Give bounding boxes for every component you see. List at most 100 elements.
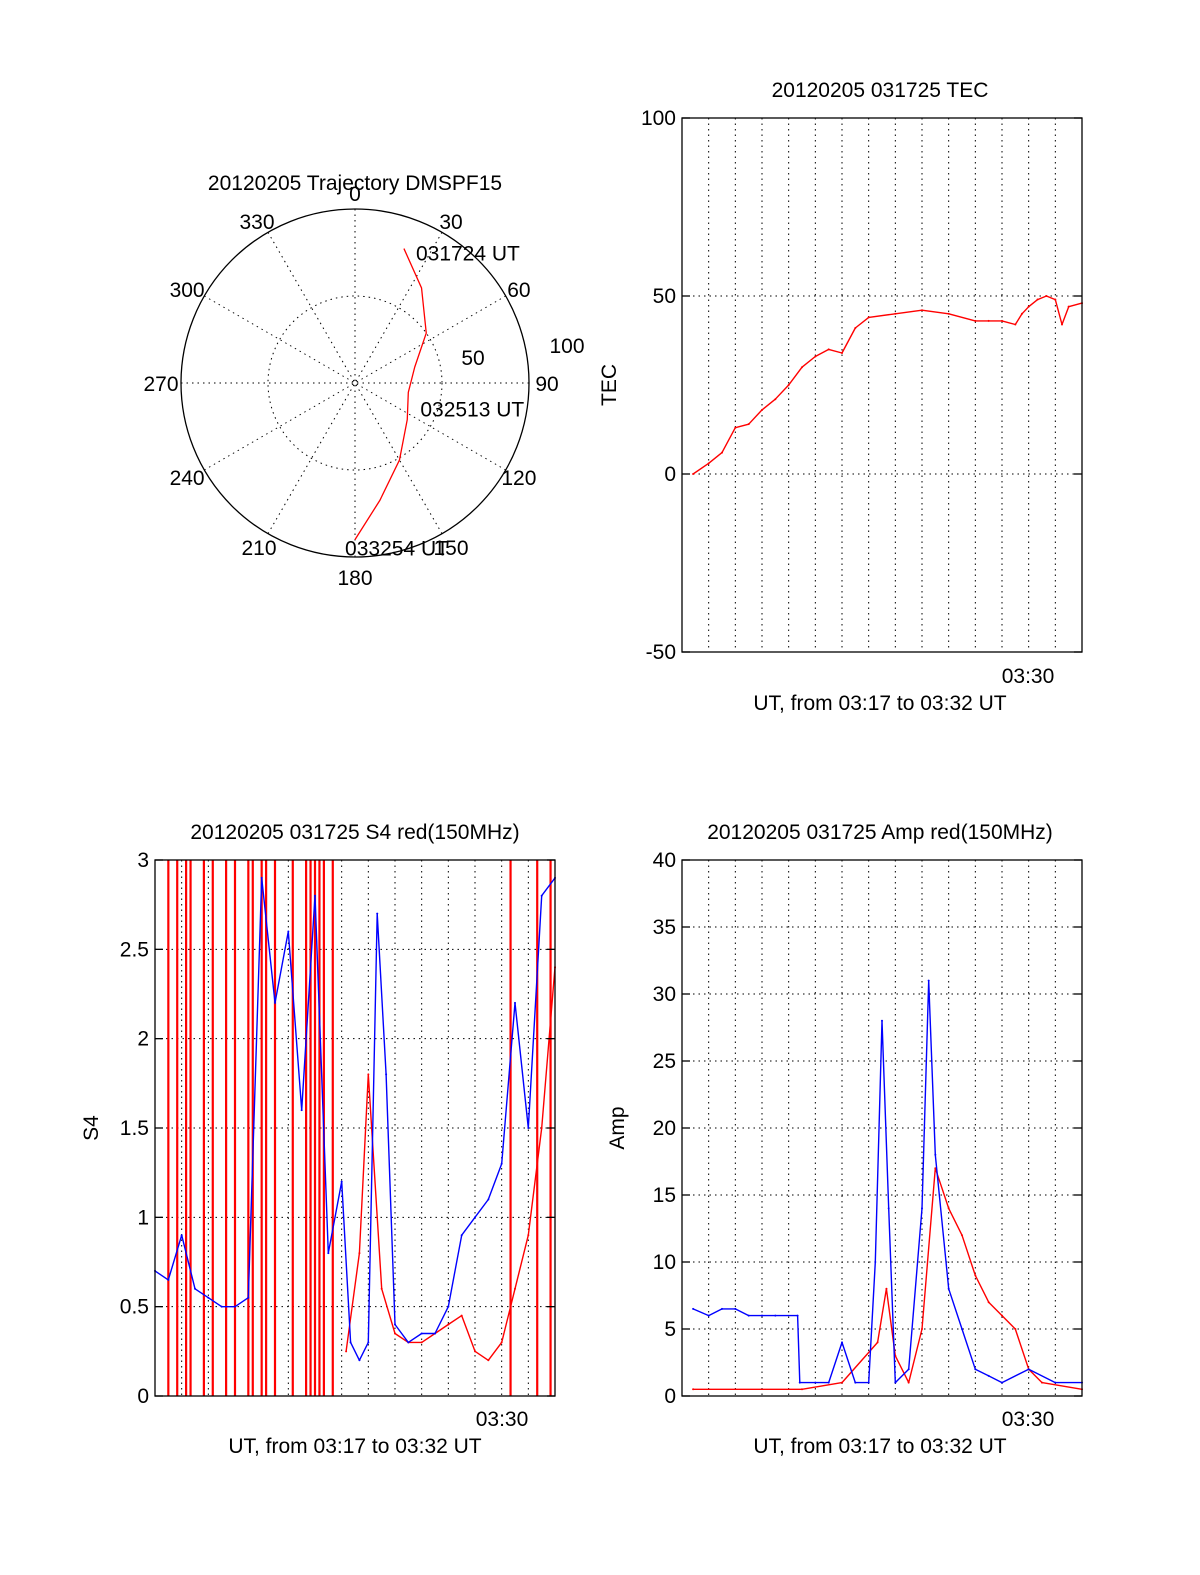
amp-data-point [841, 1341, 843, 1344]
s4-data-point [340, 1180, 343, 1183]
tec-data-point [1045, 295, 1048, 297]
trajectory-title: 20120205 Trajectory DMSPF15 [208, 172, 502, 195]
tec-data-point [827, 348, 830, 351]
amp-x-axis-label: UT, from 03:17 to 03:32 UT [753, 1435, 1006, 1458]
s4-data-point [540, 1127, 543, 1129]
trajectory-panel: 20120205 Trajectory DMSPF15 0 30 60 90 120 15… [143, 172, 584, 590]
tec-y-axis-label: TEC [598, 364, 621, 406]
polar-angle-label: 60 [507, 279, 530, 302]
tec-title: 20120205 031725 TEC [772, 79, 989, 102]
s4-y-tick-label: 3 [137, 849, 149, 872]
s4-data-point [447, 1305, 450, 1308]
s4-series [154, 860, 556, 1396]
tec-data-point [1067, 305, 1070, 308]
amp-data-point [1054, 1381, 1057, 1384]
s4-x-tick-label: 03:30 [476, 1408, 529, 1431]
tec-data-point [1014, 323, 1017, 326]
tec-x-axis-label: UT, from 03:17 to 03:32 UT [753, 692, 1006, 715]
amp-y-tick-label: 20 [653, 1117, 676, 1140]
polar-grid-spoke [267, 232, 443, 534]
tec-data-point [787, 384, 790, 386]
s4-data-point [300, 1109, 303, 1112]
s4-title: 20120205 031725 S4 red(150MHz) [190, 821, 519, 844]
s4-y-axis-label: S4 [80, 1115, 103, 1141]
trajectory-annotation: 033254 UT [345, 538, 449, 561]
s4-data-point [514, 1287, 516, 1290]
polar-angle-label: 30 [439, 211, 462, 234]
s4-data-point [380, 1287, 383, 1290]
amp-title: 20120205 031725 Amp red(150MHz) [707, 821, 1053, 844]
tec-data-point [867, 316, 870, 319]
amp-data-point [934, 1153, 937, 1156]
amp-data-point [1027, 1368, 1030, 1371]
amp-series-line [693, 1167, 1083, 1391]
s4-data-point [247, 1296, 250, 1299]
amp-x-tick-label: 03:30 [1002, 1408, 1055, 1431]
tec-data-point [1054, 298, 1057, 301]
s4-data-point [180, 1234, 183, 1237]
s4-data-point [314, 894, 316, 897]
amp-data-point [921, 1207, 923, 1210]
trajectory-annotations: 031724 UT 032513 UT 033254 UT [345, 243, 524, 561]
s4-data-point [376, 912, 379, 915]
polar-angle-label: 210 [241, 537, 276, 560]
s4-x-axis-label: UT, from 03:17 to 03:32 UT [228, 1435, 481, 1458]
amp-data-point [1014, 1328, 1017, 1330]
tec-y-tick-label: 0 [664, 463, 676, 486]
s4-y-tick-label: 0.5 [120, 1296, 149, 1319]
amp-data-point [961, 1328, 963, 1330]
polar-angle-label: 150 [433, 537, 468, 560]
amp-data-point [774, 1314, 777, 1317]
amp-data-point [707, 1314, 710, 1317]
s4-y-tick-label: 2.5 [120, 938, 149, 961]
amp-y-tick-label: 35 [653, 916, 676, 939]
s4-data-point [220, 1305, 223, 1308]
s4-data-point [385, 1073, 388, 1076]
tec-data-point [894, 312, 897, 315]
polar-angle-label: 300 [170, 279, 205, 302]
amp-data-point [841, 1381, 843, 1384]
tec-data-point [854, 327, 857, 330]
s4-data-point [500, 1341, 503, 1344]
tec-y-tick-label: -50 [646, 641, 676, 664]
amp-data-point [692, 1307, 695, 1310]
polar-angle-labels: 0 30 60 90 120 150 180 210 240 270 300 330 [143, 183, 558, 590]
tec-x-tick-label: 03:30 [1002, 665, 1055, 688]
s4-data-point [420, 1341, 423, 1344]
tec-data-point [1001, 319, 1003, 322]
amp-data-point [927, 979, 930, 982]
amp-data-point [907, 1368, 910, 1371]
s4-data-point [527, 1234, 530, 1237]
tec-data-point [1027, 305, 1030, 308]
amp-data-point [885, 1287, 888, 1290]
s4-panel: 20120205 031725 S4 red(150MHz) 0 0.5 1 1.5 2… [80, 821, 556, 1458]
s4-data-point [460, 1314, 463, 1317]
amp-data-point [894, 1381, 897, 1384]
tec-data-point [1036, 298, 1039, 301]
tec-data-point [707, 462, 710, 465]
tec-data-point [692, 473, 695, 475]
s4-data-point [167, 1278, 170, 1281]
amp-data-point [827, 1381, 830, 1384]
amp-data-point [974, 1274, 977, 1277]
polar-angle-label: 330 [239, 211, 274, 234]
amp-data-point [814, 1381, 817, 1384]
s4-data-point [345, 1350, 348, 1353]
s4-data-point [487, 1359, 490, 1362]
tec-data-point [921, 309, 923, 312]
tec-data-point [801, 366, 803, 369]
amp-data-point [1001, 1314, 1003, 1317]
polar-grid-ring [267, 295, 443, 471]
s4-data-point [349, 1341, 352, 1344]
amp-data-point [1001, 1381, 1003, 1384]
amp-data-point [974, 1368, 977, 1371]
tec-data-point [721, 451, 723, 454]
tec-data-point [774, 398, 777, 401]
tec-plot-frame [681, 117, 1083, 653]
amp-data-point [907, 1381, 910, 1384]
tec-data-point [747, 423, 750, 426]
amp-data-point [874, 1261, 877, 1263]
s4-data-point [394, 1323, 396, 1326]
tec-data-point [761, 408, 763, 411]
